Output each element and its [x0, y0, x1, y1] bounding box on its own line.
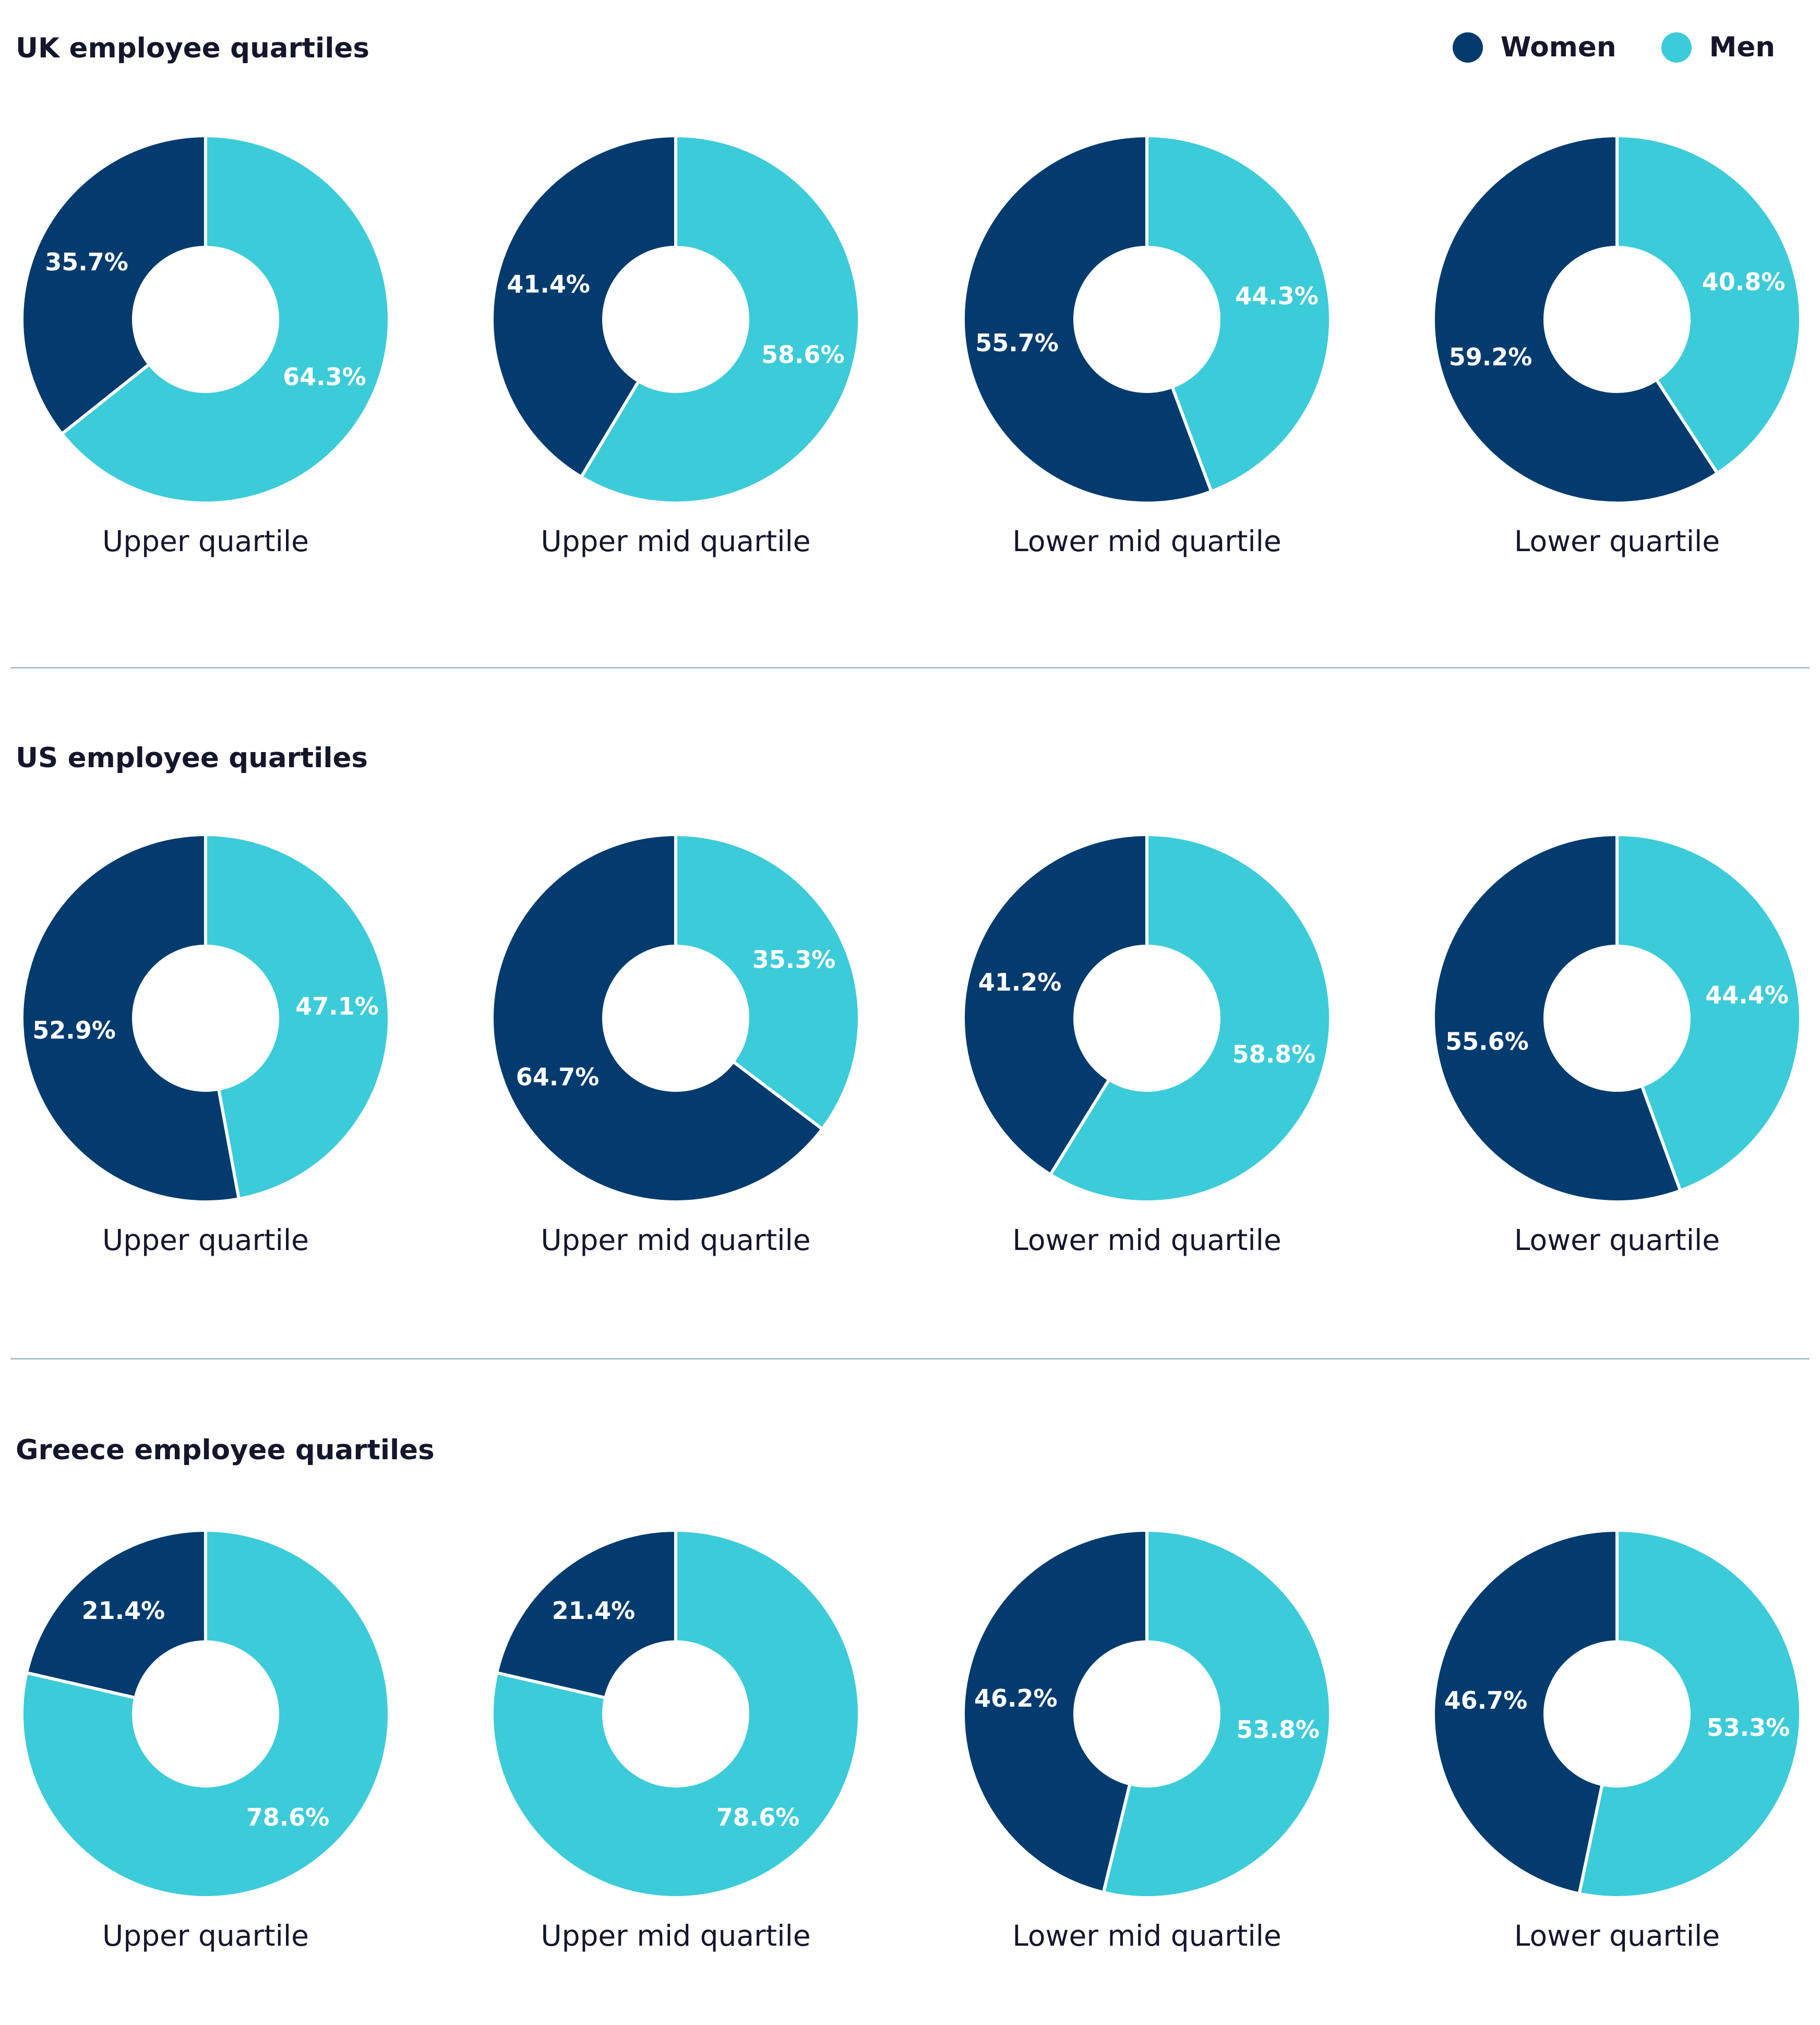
legend-item-men: Men — [1661, 31, 1775, 63]
slice-women-uk-lower-quartile — [1432, 134, 1719, 505]
donut-uk-upper-mid-quartile — [490, 134, 861, 505]
category-label-greece-lower-mid-quartile: Lower mid quartile — [1012, 1919, 1282, 1952]
donut-uk-upper-quartile — [20, 134, 391, 505]
legend-label-women: Women — [1500, 31, 1617, 63]
category-label-greece-lower-quartile: Lower quartile — [1514, 1919, 1720, 1952]
value-label-men-us-lower-quartile: 44.4% — [1705, 981, 1789, 1009]
category-label-us-upper-quartile: Upper quartile — [102, 1223, 309, 1257]
value-label-men-greece-upper-quartile: 78.6% — [246, 1803, 330, 1831]
slice-men-greece-upper-quartile — [20, 1529, 391, 1899]
donut-uk-lower-quartile — [1432, 134, 1802, 505]
donut-us-lower-quartile — [1432, 833, 1802, 1204]
value-label-women-greece-lower-quartile: 46.7% — [1444, 1686, 1528, 1714]
value-label-women-us-lower-quartile: 55.6% — [1445, 1027, 1529, 1055]
slice-women-us-lower-mid-quartile — [962, 833, 1148, 1176]
donut-greece-lower-quartile — [1432, 1529, 1802, 1899]
value-label-women-uk-upper-mid-quartile: 41.4% — [507, 270, 590, 299]
category-label-greece-upper-quartile: Upper quartile — [102, 1919, 309, 1952]
value-label-men-uk-lower-quartile: 40.8% — [1702, 268, 1786, 296]
value-label-women-greece-lower-mid-quartile: 46.2% — [974, 1684, 1058, 1712]
category-label-us-upper-mid-quartile: Upper mid quartile — [541, 1223, 810, 1257]
value-label-men-greece-lower-mid-quartile: 53.8% — [1236, 1716, 1320, 1744]
value-label-men-us-lower-mid-quartile: 58.8% — [1232, 1040, 1316, 1068]
value-label-men-us-upper-mid-quartile: 35.3% — [752, 945, 836, 973]
legend-label-men: Men — [1709, 31, 1775, 63]
donut-us-lower-mid-quartile — [962, 833, 1332, 1204]
value-label-men-uk-upper-mid-quartile: 58.6% — [761, 341, 845, 369]
slice-men-us-upper-mid-quartile — [674, 833, 861, 1131]
category-label-us-lower-quartile: Lower quartile — [1514, 1223, 1720, 1257]
slice-men-greece-lower-quartile — [1577, 1529, 1802, 1899]
greece-section-title: Greece employee quartiles — [16, 1434, 435, 1466]
value-label-women-uk-lower-quartile: 59.2% — [1449, 343, 1532, 371]
value-label-men-uk-lower-mid-quartile: 44.3% — [1235, 282, 1319, 310]
category-label-greece-upper-mid-quartile: Upper mid quartile — [541, 1919, 810, 1952]
slice-women-greece-upper-quartile — [25, 1529, 207, 1700]
divider-uk-us — [10, 667, 1810, 669]
slice-women-greece-upper-mid-quartile — [495, 1529, 677, 1700]
slice-women-us-upper-quartile — [20, 833, 241, 1204]
category-label-uk-upper-quartile: Upper quartile — [102, 525, 309, 558]
slice-women-uk-upper-quartile — [20, 134, 207, 436]
value-label-women-uk-upper-quartile: 35.7% — [45, 248, 128, 276]
donut-greece-lower-mid-quartile — [962, 1529, 1332, 1899]
divider-us-greece — [10, 1358, 1810, 1360]
slice-men-uk-upper-mid-quartile — [579, 134, 861, 505]
slice-men-greece-upper-mid-quartile — [490, 1529, 861, 1899]
donut-us-upper-mid-quartile — [490, 833, 861, 1204]
legend-item-women: Women — [1452, 31, 1617, 63]
value-label-women-us-upper-mid-quartile: 64.7% — [516, 1063, 600, 1091]
category-label-uk-lower-quartile: Lower quartile — [1514, 525, 1720, 558]
slice-women-greece-lower-mid-quartile — [962, 1529, 1148, 1895]
slice-women-greece-lower-quartile — [1432, 1529, 1619, 1896]
value-label-men-us-upper-quartile: 47.1% — [295, 992, 379, 1020]
donut-uk-lower-mid-quartile — [962, 134, 1332, 505]
slice-men-greece-lower-mid-quartile — [1101, 1529, 1332, 1899]
category-label-uk-upper-mid-quartile: Upper mid quartile — [541, 525, 810, 558]
slice-women-us-lower-quartile — [1432, 833, 1682, 1204]
slice-men-us-lower-mid-quartile — [1049, 833, 1332, 1204]
donut-us-upper-quartile — [20, 833, 391, 1204]
value-label-women-us-upper-quartile: 52.9% — [32, 1016, 116, 1044]
slice-men-uk-upper-quartile — [60, 134, 391, 505]
us-section-title: US employee quartiles — [16, 742, 368, 774]
slice-women-uk-lower-mid-quartile — [962, 134, 1213, 505]
value-label-women-greece-upper-quartile: 21.4% — [82, 1597, 165, 1625]
slice-men-us-lower-quartile — [1615, 833, 1802, 1193]
donut-greece-upper-quartile — [20, 1529, 391, 1899]
value-label-women-us-lower-mid-quartile: 41.2% — [978, 968, 1062, 996]
value-label-men-uk-upper-quartile: 64.3% — [283, 363, 366, 391]
donut-greece-upper-mid-quartile — [490, 1529, 861, 1899]
uk-section-title: UK employee quartiles — [16, 32, 369, 64]
category-label-us-lower-mid-quartile: Lower mid quartile — [1012, 1223, 1282, 1257]
women-swatch — [1452, 32, 1483, 63]
men-swatch — [1661, 32, 1692, 63]
slice-women-uk-upper-mid-quartile — [490, 134, 677, 479]
value-label-men-greece-upper-mid-quartile: 78.6% — [716, 1803, 800, 1831]
value-label-men-greece-lower-quartile: 53.3% — [1707, 1713, 1790, 1742]
value-label-women-uk-lower-mid-quartile: 55.7% — [975, 329, 1059, 357]
category-label-uk-lower-mid-quartile: Lower mid quartile — [1012, 525, 1282, 558]
slice-men-uk-lower-mid-quartile — [1145, 134, 1332, 493]
slice-women-us-upper-mid-quartile — [490, 833, 824, 1204]
legend: Women Men — [1408, 31, 1775, 63]
value-label-women-greece-upper-mid-quartile: 21.4% — [552, 1597, 636, 1625]
slice-men-us-upper-quartile — [204, 833, 391, 1201]
